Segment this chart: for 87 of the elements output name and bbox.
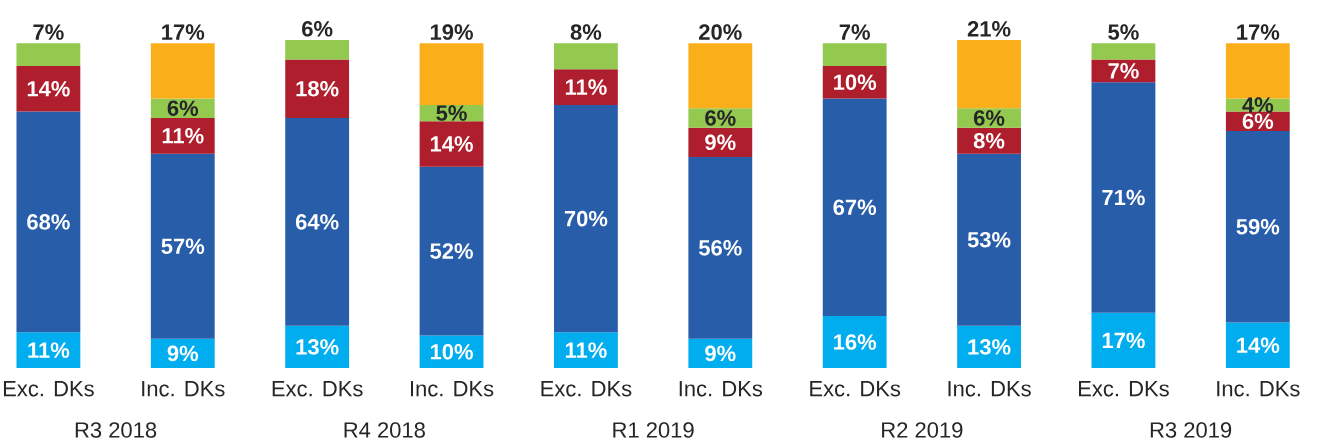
bar bbox=[957, 153, 1021, 326]
data-label: 17% bbox=[1102, 332, 1145, 349]
data-label: 9% bbox=[705, 134, 736, 151]
data-label: 11% bbox=[162, 128, 204, 144]
data-label: 20% bbox=[699, 24, 742, 40]
data-label: 56% bbox=[698, 240, 742, 256]
x-tick-label: Inc. DKs bbox=[142, 381, 225, 397]
data-label: 8% bbox=[973, 132, 1005, 149]
data-label: 6% bbox=[1242, 113, 1274, 129]
data-label: 16% bbox=[834, 334, 877, 350]
data-label: 17% bbox=[1237, 24, 1280, 40]
bar bbox=[16, 43, 81, 66]
data-label: 21% bbox=[967, 21, 1011, 37]
bar bbox=[822, 43, 887, 66]
data-label: 5% bbox=[1108, 24, 1139, 40]
data-label: 11% bbox=[28, 342, 70, 358]
bar bbox=[16, 111, 81, 333]
data-label: 10% bbox=[430, 344, 473, 360]
bar bbox=[1225, 43, 1290, 99]
bar bbox=[1091, 43, 1156, 60]
x-tick-label: Inc. DKs bbox=[948, 381, 1031, 397]
bar bbox=[1225, 130, 1290, 323]
bar bbox=[1091, 82, 1156, 313]
data-label: 18% bbox=[296, 80, 339, 97]
bar bbox=[554, 43, 618, 70]
data-label: 9% bbox=[705, 345, 736, 362]
text: R3 2018 bbox=[75, 422, 157, 438]
data-label: 7% bbox=[33, 24, 64, 40]
bar bbox=[1091, 312, 1156, 368]
bar bbox=[150, 153, 215, 339]
x-tick-label: Exc. DKs bbox=[272, 381, 363, 397]
bar bbox=[822, 98, 887, 317]
bar bbox=[419, 166, 484, 336]
bar bbox=[16, 65, 81, 112]
data-label: 6% bbox=[302, 21, 333, 37]
bar bbox=[285, 59, 350, 118]
bar bbox=[688, 156, 753, 339]
x-tick-label: Exc. DKs bbox=[541, 381, 632, 397]
data-label: 11% bbox=[565, 342, 607, 358]
bar bbox=[150, 117, 215, 154]
data-label: 57% bbox=[161, 238, 205, 254]
text: R3 2019 bbox=[1150, 422, 1232, 438]
text: R1 2019 bbox=[613, 422, 694, 438]
data-label: 70% bbox=[564, 210, 608, 227]
data-label: 8% bbox=[570, 24, 602, 40]
bar bbox=[554, 104, 618, 333]
data-label: 9% bbox=[167, 345, 199, 362]
x-tick-label: Exc. DKs bbox=[1079, 381, 1169, 397]
x-tick-label: Inc. DKs bbox=[410, 381, 494, 397]
text: R2 2019 bbox=[882, 422, 963, 438]
x-tick-label: Exc. DKs bbox=[3, 381, 94, 397]
data-label: 13% bbox=[296, 339, 339, 355]
data-label: 64% bbox=[295, 214, 339, 230]
bar bbox=[285, 117, 350, 326]
data-label: 13% bbox=[968, 339, 1011, 355]
data-label: 67% bbox=[833, 199, 877, 216]
data-label: 4% bbox=[1242, 97, 1274, 113]
x-tick-label: Inc. DKs bbox=[679, 381, 763, 397]
bar bbox=[419, 121, 484, 167]
bar bbox=[150, 43, 215, 99]
data-label: 5% bbox=[436, 105, 467, 121]
data-label: 68% bbox=[27, 214, 70, 230]
data-label: 6% bbox=[973, 110, 1005, 126]
data-label: 14% bbox=[27, 80, 70, 97]
data-label: 59% bbox=[1236, 218, 1280, 235]
bar bbox=[419, 43, 484, 105]
data-label: 6% bbox=[705, 110, 736, 126]
x-tick-label: Inc. DKs bbox=[1217, 381, 1300, 397]
data-label: 53% bbox=[967, 231, 1011, 248]
text: R4 2018 bbox=[344, 422, 425, 438]
bar bbox=[957, 40, 1021, 109]
bar bbox=[688, 43, 753, 109]
data-label: 71% bbox=[1102, 189, 1145, 206]
x-tick-label: Exc. DKs bbox=[810, 381, 901, 397]
data-label: 10% bbox=[834, 74, 877, 91]
bar bbox=[285, 40, 350, 60]
data-label: 14% bbox=[430, 136, 473, 152]
data-label: 19% bbox=[430, 24, 473, 40]
bar bbox=[822, 316, 887, 368]
data-label: 7% bbox=[1108, 63, 1139, 79]
data-label: 52% bbox=[430, 243, 473, 259]
bar bbox=[1225, 322, 1290, 368]
data-label: 17% bbox=[162, 24, 205, 40]
data-label: 14% bbox=[1237, 337, 1280, 353]
data-label: 7% bbox=[839, 24, 870, 40]
data-label: 6% bbox=[167, 100, 199, 116]
data-label: 11% bbox=[565, 79, 607, 95]
